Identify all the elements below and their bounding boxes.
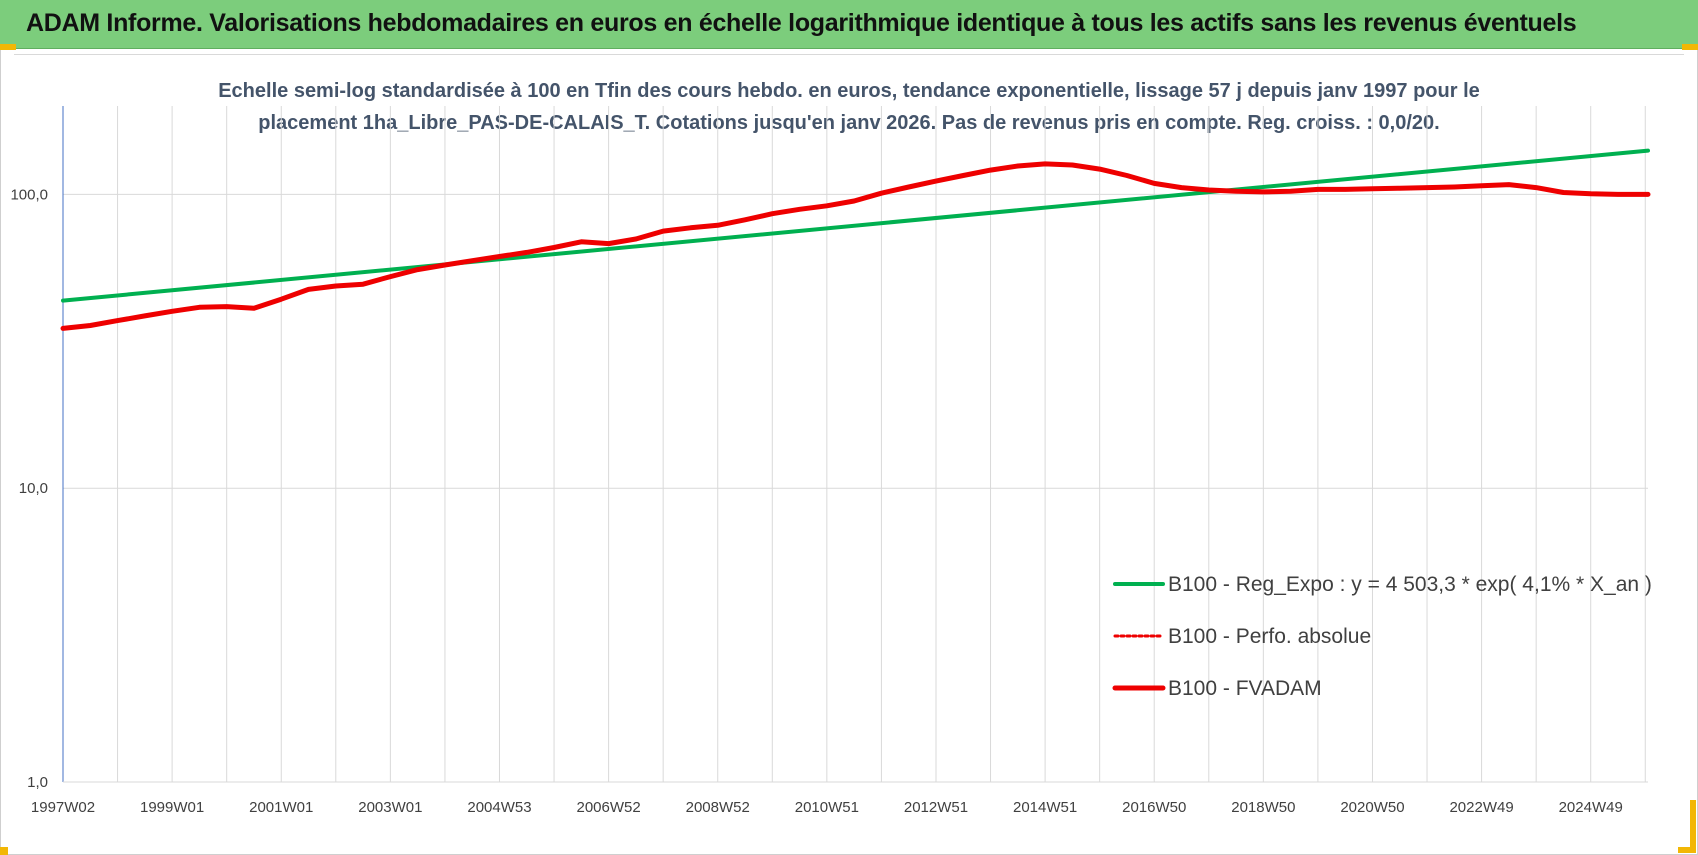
x-tick-label: 2022W49	[1449, 799, 1513, 816]
x-tick-label: 2008W52	[686, 799, 750, 816]
x-tick-label: 2001W01	[249, 799, 313, 816]
x-tick-label: 2024W49	[1559, 799, 1623, 816]
x-tick-label: 2006W52	[577, 799, 641, 816]
corner-marker-top-left	[0, 44, 16, 50]
corner-marker-bottom-left	[0, 847, 8, 855]
series-line-3	[60, 161, 1651, 331]
x-tick-label: 2014W51	[1013, 799, 1077, 816]
legend-label-2: B100 - Perfo. absolue	[1168, 625, 1371, 648]
corner-marker-bottom-right	[1690, 800, 1696, 848]
y-tick-label: 10,0	[19, 480, 48, 497]
chart-subtitle-line-2: placement 1ha_Libre_PAS-DE-CALAIS_T. Cot…	[258, 112, 1439, 134]
page-title: ADAM Informe. Valorisations hebdomadaire…	[26, 9, 1577, 37]
x-tick-label: 2016W50	[1122, 799, 1186, 816]
x-tick-label: 1999W01	[140, 799, 204, 816]
axes: 1,0 10,0 100,0 1997W02 1999W01 2001W01 2003W01…	[10, 106, 1648, 816]
x-tick-label: 1997W02	[31, 799, 95, 816]
divider	[14, 54, 1684, 55]
y-tick-label: 100,0	[10, 186, 48, 203]
corner-marker-bottom-right-base	[1678, 847, 1696, 853]
header-bar: ADAM Informe. Valorisations hebdomadaire…	[0, 0, 1698, 49]
corner-marker-top-right	[1682, 44, 1698, 50]
x-tick-label: 2003W01	[358, 799, 422, 816]
chart-subtitle-line-1: Echelle semi-log standardisée à 100 en T…	[218, 80, 1480, 102]
legend-label-1: B100 - Reg_Expo : y = 4 503,3 * exp( 4,1…	[1168, 573, 1652, 596]
series-line-1	[61, 148, 1650, 303]
x-tick-label: 2018W50	[1231, 799, 1295, 816]
x-tick-label: 2004W53	[467, 799, 531, 816]
y-tick-label: 1,0	[27, 774, 48, 791]
legend-label-3: B100 - FVADAM	[1168, 677, 1322, 700]
x-tick-label: 2010W51	[795, 799, 859, 816]
grid	[62, 106, 1648, 783]
x-tick-label: 2020W50	[1340, 799, 1404, 816]
series	[60, 148, 1651, 331]
legend: B100 - Reg_Expo : y = 4 503,3 * exp( 4,1…	[1112, 573, 1652, 700]
x-tick-label: 2012W51	[904, 799, 968, 816]
